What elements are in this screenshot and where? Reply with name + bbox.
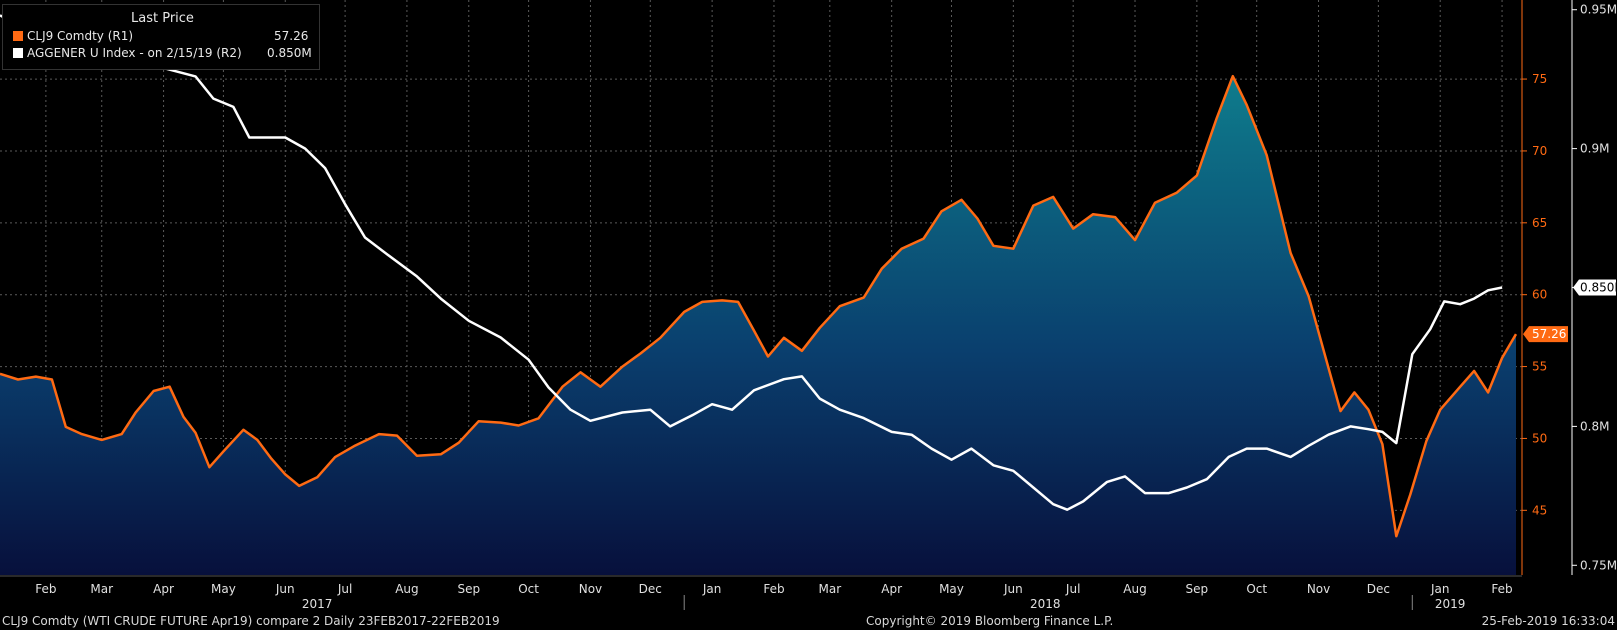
axis-r2-tick-label: 0.8M: [1580, 419, 1609, 433]
axis-x-year-label: 2018: [1030, 597, 1061, 611]
legend-swatch-white: [13, 48, 23, 58]
axis-x-month-label: May: [211, 582, 236, 596]
footer-copyright: Copyright© 2019 Bloomberg Finance L.P.: [866, 614, 1114, 628]
axis-x-month-label: Dec: [639, 582, 662, 596]
axis-x-year-label: 2019: [1435, 597, 1466, 611]
footer-timestamp: 25-Feb-2019 16:33:04: [1481, 614, 1615, 628]
legend-label-aggener: AGGENER U Index - on 2/15/19 (R2): [27, 46, 242, 60]
axis-x-month-label: Jul: [1065, 582, 1080, 596]
axis-x-month-label: May: [939, 582, 964, 596]
axis-r1-tick-label: 60: [1532, 288, 1547, 302]
legend-swatch-orange: [13, 31, 23, 41]
chart-canvas: 455055606570750.75M0.8M0.85M0.9M0.95M57.…: [0, 0, 1617, 612]
series-clj9-line: [0, 74, 1518, 538]
legend-value-aggener: 0.850M: [267, 46, 312, 60]
axis-r1-tick-label: 50: [1532, 431, 1547, 445]
footer-description: CLJ9 Comdty (WTI CRUDE FUTURE Apr19) com…: [2, 614, 500, 628]
axis-r2-tick-label: 0.75M: [1580, 558, 1617, 572]
axis-x-month-label: Feb: [763, 582, 784, 596]
last-value-tag-clj9: [1523, 326, 1568, 343]
chart-footer: CLJ9 Comdty (WTI CRUDE FUTURE Apr19) com…: [0, 612, 1617, 630]
legend-label-clj9: CLJ9 Comdty (R1): [27, 29, 134, 43]
last-value-tag-aggener: [1573, 279, 1616, 296]
axis-x-month-label: Apr: [153, 582, 174, 596]
legend-item-aggener: AGGENER U Index - on 2/15/19 (R2): [13, 46, 242, 60]
axis-x-month-label: Jun: [275, 582, 295, 596]
axis-x-month-label: Sep: [457, 582, 480, 596]
axis-x-year-label: 2017: [302, 597, 333, 611]
axis-x-month-label: Mar: [818, 582, 841, 596]
axis-r1-tick-label: 45: [1532, 503, 1547, 517]
axis-x-month-label: Sep: [1186, 582, 1209, 596]
axis-x-month-label: Nov: [1307, 582, 1330, 596]
axis-x-month-label: Feb: [35, 582, 56, 596]
last-value-label-aggener: 0.850M: [1580, 281, 1617, 295]
legend-item-clj9: CLJ9 Comdty (R1): [13, 29, 133, 43]
axis-r1-tick-label: 55: [1532, 360, 1547, 374]
axis-x-month-label: Jul: [337, 582, 352, 596]
axis-x-month-label: Aug: [395, 582, 418, 596]
axis-r1-tick-label: 70: [1532, 144, 1547, 158]
chart-legend: Last Price CLJ9 Comdty (R1) 57.26 AGGENE…: [2, 4, 320, 70]
axis-x-month-label: Feb: [1491, 582, 1512, 596]
axis-x-month-label: Mar: [90, 582, 113, 596]
axis-x-month-label: Jan: [702, 582, 722, 596]
series-aggener-line: [0, 14, 1503, 511]
axis-x-month-label: Jun: [1003, 582, 1023, 596]
series-clj9-area-fill: [0, 76, 1517, 575]
last-value-label-clj9: 57.26: [1532, 327, 1566, 341]
axis-r1-tick-label: 65: [1532, 216, 1547, 230]
axis-x-month-label: Oct: [518, 582, 539, 596]
legend-value-clj9: 57.26: [274, 29, 309, 43]
axis-r2-tick-label: 0.9M: [1580, 142, 1609, 156]
axis-x-month-label: Nov: [579, 582, 602, 596]
axis-r1-tick-label: 75: [1532, 72, 1547, 86]
legend-header: Last Price: [131, 11, 194, 26]
axis-x-month-label: Apr: [881, 582, 902, 596]
axis-x-month-label: Oct: [1246, 582, 1267, 596]
axis-r2-tick-label: 0.95M: [1580, 3, 1617, 17]
axis-x-month-label: Jan: [1430, 582, 1450, 596]
axis-x-month-label: Aug: [1123, 582, 1146, 596]
axis-x-month-label: Dec: [1367, 582, 1390, 596]
